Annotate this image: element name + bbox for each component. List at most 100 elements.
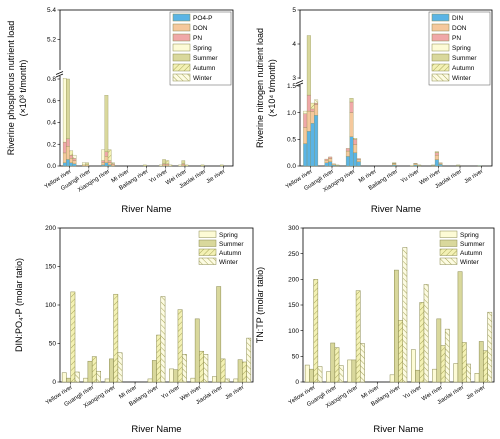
bar-din-xiaoqing-river bbox=[356, 161, 361, 167]
bar-winter-bailang-river bbox=[402, 247, 408, 383]
x-tick-label-jie-river: Jie river bbox=[466, 385, 487, 401]
bar-spring-bailang-river bbox=[147, 378, 153, 383]
bar-po4-p-yellow-river bbox=[69, 162, 74, 167]
y-tick-label: 100 bbox=[288, 328, 299, 335]
legend-label-summer: Summer bbox=[193, 55, 218, 62]
y-tick-label: 1.5 bbox=[287, 83, 296, 90]
bar-summer-guangli-river bbox=[87, 360, 93, 383]
bar-din-yellow-river bbox=[306, 131, 311, 167]
bar-din-xiaoqing-river bbox=[345, 156, 350, 167]
bar-summer-yellow-river bbox=[309, 368, 314, 383]
bar-don-xiaoqing-river bbox=[353, 144, 358, 153]
bar-pn-yellow-river bbox=[72, 158, 77, 161]
bar-winter-yu-river bbox=[181, 354, 187, 383]
legend-label-pn: PN bbox=[193, 35, 202, 42]
y-tick-label: 150 bbox=[288, 302, 299, 309]
bar-autumn-yellow-river bbox=[70, 291, 76, 383]
legend-swatch-winter bbox=[439, 257, 458, 265]
bar-winter-yellow-river bbox=[317, 366, 323, 383]
bar-don-guangli-river bbox=[328, 158, 333, 162]
bar-don-xiaoqing-river bbox=[349, 112, 354, 137]
bar-pn-yellow-river bbox=[62, 141, 67, 154]
bar-summer-wei-river bbox=[436, 318, 442, 383]
bar-pn-yellow-river bbox=[314, 102, 319, 105]
axis-break-mark bbox=[55, 71, 64, 75]
y-axis-title: Riverine nitrogen nutrient load bbox=[255, 28, 265, 148]
bar-pn-xiaoqing-river bbox=[356, 158, 361, 160]
bar-don-xiaoqing-river bbox=[345, 150, 350, 157]
x-tick-label-jie-river: Jie river bbox=[224, 385, 245, 401]
bar-din-yellow-river bbox=[310, 123, 315, 167]
bar-autumn-jie-river bbox=[242, 361, 247, 383]
bar-summer-wei-river bbox=[181, 160, 186, 164]
legend-swatch-summer bbox=[198, 239, 217, 247]
bar-don-yu-river bbox=[162, 164, 166, 167]
bar-don-xiaoqing-river bbox=[101, 162, 105, 166]
y-tick-label: 300 bbox=[288, 225, 299, 232]
y-tick-label: 200 bbox=[288, 277, 299, 284]
bar-spring-yu-river bbox=[410, 349, 416, 383]
x-tick-label-yu-river: Yu river bbox=[400, 169, 420, 185]
bar-pn-yellow-river bbox=[310, 108, 315, 112]
bar-po4-p-xiaoqing-river bbox=[104, 162, 109, 167]
bar-din-guangli-river bbox=[331, 164, 336, 167]
bar-don-yellow-river bbox=[69, 158, 74, 163]
bar-summer-guangli-river bbox=[330, 342, 336, 383]
bar-summer-xiaoqing-river bbox=[349, 98, 354, 103]
x-axis-title: River Name bbox=[373, 424, 423, 435]
bar-don-jiaolai-river bbox=[456, 164, 461, 166]
legend-swatch-winter bbox=[431, 73, 450, 82]
bar-pn-xiaoqing-river bbox=[107, 160, 112, 163]
legend-label-summer: Summer bbox=[460, 241, 485, 248]
y-tick-label: 5.2 bbox=[47, 37, 56, 44]
legend-swatch-pn bbox=[431, 33, 450, 42]
bar-autumn-wei-river bbox=[440, 345, 446, 383]
bar-summer-guangli-river bbox=[85, 162, 89, 166]
bar-autumn-wei-river bbox=[184, 164, 189, 167]
bar-spring-bailang-river bbox=[389, 374, 395, 383]
bar-pn-yu-river bbox=[165, 163, 170, 166]
x-tick-label-yu-river: Yu river bbox=[161, 385, 181, 401]
bar-autumn-jiaolai-river bbox=[461, 342, 467, 383]
bar-spring-yu-river bbox=[169, 368, 174, 383]
x-tick-label-jie-river: Jie river bbox=[206, 169, 227, 185]
y-tick-label: 1.0 bbox=[287, 110, 296, 117]
bar-pn-xiaoqing-river bbox=[349, 101, 354, 113]
legend-swatch-spring bbox=[431, 43, 450, 52]
bar-din-jie-river bbox=[477, 165, 482, 167]
bar-don-xiaoqing-river bbox=[356, 159, 361, 162]
bar-don-xiaoqing-river bbox=[111, 164, 115, 167]
y-tick-label: 50 bbox=[49, 341, 57, 348]
bar-spring-yellow-river bbox=[61, 372, 67, 383]
bar-don-yellow-river bbox=[314, 104, 319, 116]
bar-pn-yu-river bbox=[413, 163, 418, 165]
bar-don-yu-river bbox=[417, 164, 422, 166]
bar-winter-yellow-river bbox=[74, 371, 80, 383]
legend-swatch-autumn bbox=[431, 63, 450, 72]
bar-spring-yu-river bbox=[159, 164, 163, 167]
bar-summer-bailang-river bbox=[394, 269, 399, 383]
bar-pn-xiaoqing-river bbox=[345, 148, 350, 152]
bar-summer-xiaoqing-river bbox=[109, 358, 114, 383]
bar-din-yu-river bbox=[413, 164, 418, 167]
legend-swatch-autumn bbox=[172, 63, 191, 72]
bar-winter-guangli-river bbox=[96, 370, 101, 383]
bar-po4-p-yellow-river bbox=[72, 163, 77, 167]
bar-don-wei-river bbox=[181, 164, 186, 167]
bar-autumn-yu-river bbox=[419, 302, 425, 383]
bar-din-xiaoqing-river bbox=[349, 136, 354, 167]
bar-don-yellow-river bbox=[306, 110, 311, 132]
bar-autumn-jiaolai-river bbox=[220, 358, 226, 383]
bar-summer-jie-river bbox=[237, 359, 243, 383]
bar-don-guangli-river bbox=[335, 164, 340, 166]
bar-summer-jiaolai-river bbox=[200, 164, 205, 167]
bar-autumn-yu-river bbox=[165, 160, 170, 164]
axis-break-mark bbox=[295, 82, 304, 87]
bar-autumn-xiaoqing-river bbox=[113, 293, 119, 383]
bar-spring-guangli-river bbox=[83, 377, 89, 383]
x-tick-label-jie-river: Jie river bbox=[464, 169, 485, 185]
bar-summer-yellow-river bbox=[66, 377, 71, 383]
